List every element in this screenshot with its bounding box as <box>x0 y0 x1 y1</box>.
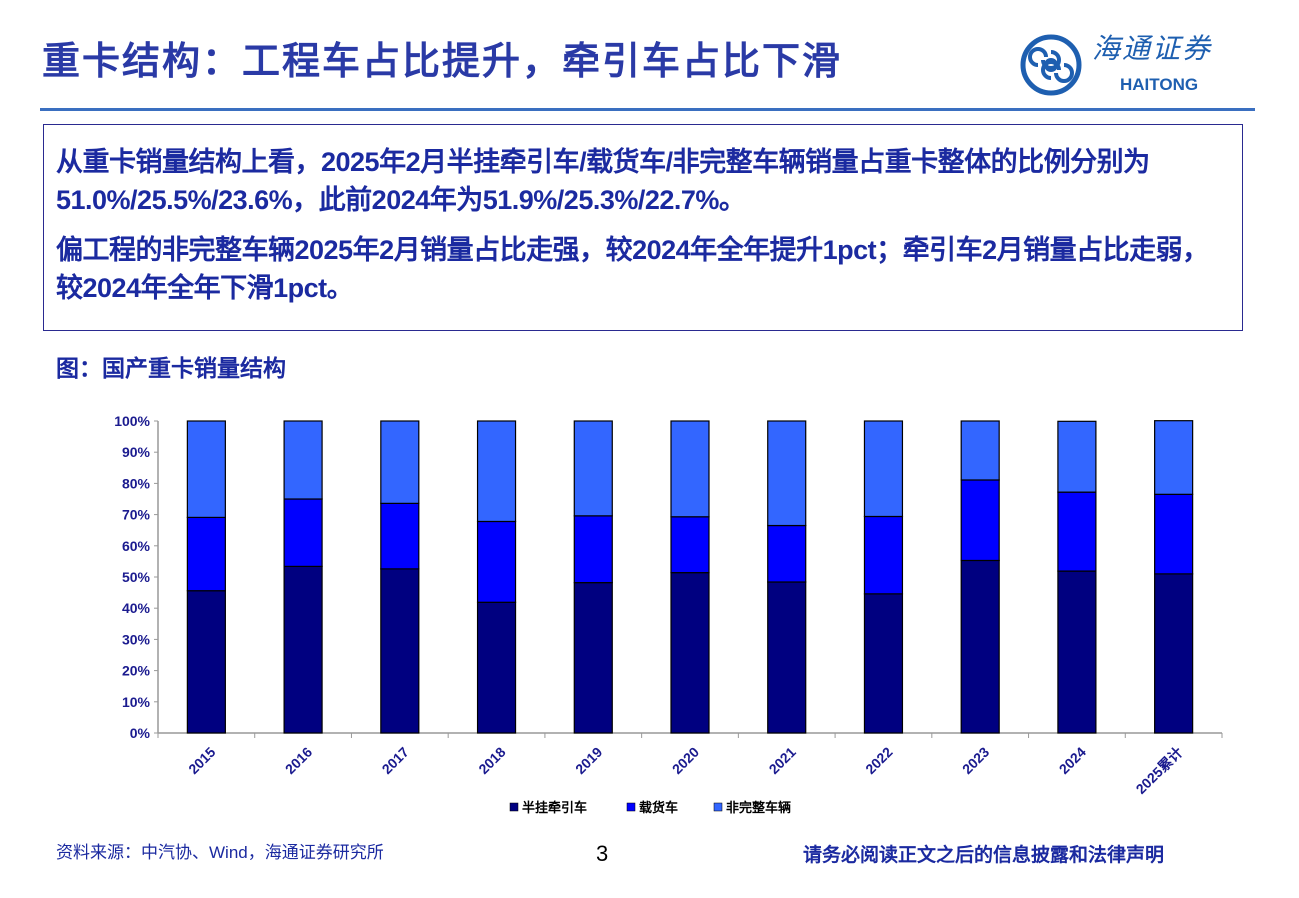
y-tick-label: 30% <box>122 631 151 647</box>
summary-paragraph-1: 从重卡销量结构上看，2025年2月半挂牵引车/载货车/非完整车辆销量占重卡整体的… <box>56 147 1150 215</box>
bar-2017-非完整车辆 <box>380 420 420 504</box>
x-tick-label: 2015 <box>185 744 218 777</box>
bar-2018-载货车 <box>476 520 517 603</box>
bar-2022-非完整车辆 <box>863 420 904 518</box>
bar-2024-非完整车辆 <box>1057 420 1097 493</box>
legend-swatch-1 <box>626 802 636 812</box>
stacked-bar-chart: 0% 10% 20% 30% 40% 50% 60% 70% 80% 90% 100% 2015 201… <box>114 413 1223 816</box>
bar-2020-半挂牵引车 <box>670 572 710 734</box>
haitong-logo: 海通证券 HAITONG <box>1020 34 1250 100</box>
bar-2025累计-载货车 <box>1154 493 1194 575</box>
bar-2015-非完整车辆 <box>186 420 226 519</box>
x-tick-label: 2020 <box>669 744 702 777</box>
bar-2022-载货车 <box>863 515 904 595</box>
bar-2024-载货车 <box>1057 491 1097 572</box>
x-tick-label: 2019 <box>572 744 605 777</box>
y-tick-label: 50% <box>122 569 151 585</box>
x-tick-label: 2025累计 <box>1133 744 1186 797</box>
header-divider <box>40 108 1255 111</box>
y-tick-label: 100% <box>114 413 150 429</box>
summary-box: 从重卡销量结构上看，2025年2月半挂牵引车/载货车/非完整车辆销量占重卡整体的… <box>43 124 1243 331</box>
bar-2021-半挂牵引车 <box>767 581 807 734</box>
y-tick-label: 70% <box>122 507 151 523</box>
bar-2022-半挂牵引车 <box>863 593 904 734</box>
bar-2023-非完整车辆 <box>960 420 1000 481</box>
bar-2015-载货车 <box>186 516 226 592</box>
logo-text-cn: 海通证券 <box>1092 32 1213 65</box>
bar-2017-载货车 <box>380 502 420 570</box>
logo-text-en: HAITONG <box>1120 75 1199 94</box>
bar-2016-载货车 <box>283 498 323 567</box>
bar-2019-半挂牵引车 <box>573 582 613 734</box>
x-tick-label: 2024 <box>1056 744 1089 777</box>
bar-2020-非完整车辆 <box>670 420 710 518</box>
page-number: 3 <box>596 841 609 866</box>
bar-2018-非完整车辆 <box>476 420 517 523</box>
bar-2024-半挂牵引车 <box>1057 570 1097 734</box>
y-tick-label: 10% <box>122 694 151 710</box>
y-tick-label: 80% <box>122 475 151 491</box>
legend-swatch-0 <box>509 802 519 812</box>
logo-emblem-icon <box>1020 34 1082 96</box>
bar-2025累计-半挂牵引车 <box>1154 573 1194 734</box>
bar-2019-非完整车辆 <box>573 420 613 517</box>
bar-2023-半挂牵引车 <box>960 559 1000 734</box>
legend-label: 非完整车辆 <box>726 800 791 816</box>
bar-2018-半挂牵引车 <box>476 601 517 734</box>
source-note: 资料来源：中汽协、Wind，海通证券研究所 <box>56 843 384 862</box>
bar-2023-载货车 <box>960 479 1000 562</box>
x-tick-label: 2017 <box>379 744 412 777</box>
disclaimer: 请务必阅读正文之后的信息披露和法律声明 <box>803 845 1165 866</box>
bar-2020-载货车 <box>670 516 710 574</box>
figure-title: 图：国产重卡销量结构 <box>56 355 286 381</box>
y-tick-label: 40% <box>122 600 151 616</box>
page-title: 重卡结构：工程车占比提升，牵引车占比下滑 <box>42 38 843 83</box>
bar-2016-非完整车辆 <box>283 420 323 500</box>
x-tick-label: 2023 <box>959 744 992 777</box>
y-tick-label: 60% <box>122 538 151 554</box>
x-tick-label: 2018 <box>475 744 508 777</box>
bar-2021-载货车 <box>767 524 807 583</box>
y-tick-label: 90% <box>122 444 151 460</box>
legend-label: 载货车 <box>639 800 678 816</box>
bar-2015-半挂牵引车 <box>186 590 226 734</box>
bar-2021-非完整车辆 <box>767 420 807 527</box>
legend-label: 半挂牵引车 <box>522 800 587 816</box>
x-tick-label: 2021 <box>766 744 799 777</box>
y-tick-label: 0% <box>130 725 151 741</box>
x-tick-label: 2022 <box>862 744 895 777</box>
summary-paragraph-2: 偏工程的非完整车辆2025年2月销量占比走强，较2024年全年提升1pct；牵引… <box>56 235 1209 303</box>
x-tick-label: 2016 <box>282 744 315 777</box>
bar-2017-半挂牵引车 <box>380 568 420 734</box>
y-tick-label: 20% <box>122 663 151 679</box>
bar-2019-载货车 <box>573 515 613 584</box>
legend-swatch-2 <box>713 802 723 812</box>
bar-2025累计-非完整车辆 <box>1154 420 1194 495</box>
bar-2016-半挂牵引车 <box>283 565 323 734</box>
